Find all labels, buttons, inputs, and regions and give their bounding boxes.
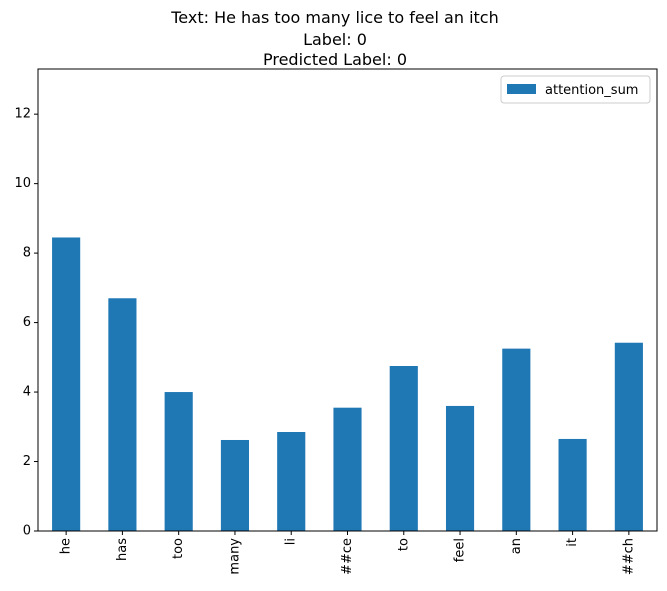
legend: attention_sum: [500, 75, 651, 104]
y-tick-label: 4: [23, 385, 31, 400]
legend-box: [500, 75, 651, 104]
title-line-3: Predicted Label: 0: [263, 50, 407, 69]
bars-layer: [52, 237, 643, 531]
bar-##ch: [614, 342, 643, 531]
x-tick-label: ##ce: [340, 538, 355, 575]
chart-title: Text: He has too many lice to feel an it…: [170, 8, 499, 69]
legend-label: attention_sum: [545, 83, 638, 98]
y-tick-label: 12: [14, 107, 31, 122]
y-tick-label: 10: [14, 176, 31, 191]
x-tick-label: feel: [453, 538, 468, 562]
y-tick-label: 0: [23, 524, 31, 539]
title-line-1: Text: He has too many lice to feel an it…: [170, 8, 499, 27]
x-tick-label: it: [565, 538, 580, 547]
bar-to: [389, 366, 418, 531]
y-tick-label: 8: [23, 246, 31, 261]
x-tick-label: has: [115, 538, 130, 561]
bar-feel: [445, 405, 475, 531]
bar-an: [502, 348, 531, 531]
x-tick-label: too: [171, 538, 186, 559]
x-tick-label: an: [509, 538, 524, 554]
bar-has: [108, 298, 137, 531]
bar-many: [220, 439, 250, 531]
y-tick-label: 2: [23, 454, 31, 469]
legend-swatch: [507, 84, 536, 94]
title-line-2: Label: 0: [303, 30, 367, 49]
bar-li: [277, 432, 306, 531]
y-axis: 0 2 4 6 8 10 12: [14, 107, 38, 539]
x-axis: he has too many li ##ce to feel an it ##ch: [59, 531, 636, 575]
x-tick-label: li: [284, 538, 299, 545]
bar-it: [558, 438, 587, 531]
x-tick-label: he: [59, 538, 74, 554]
y-tick-label: 6: [23, 315, 31, 330]
bar-##ce: [333, 407, 362, 531]
x-tick-label: ##ch: [621, 538, 636, 575]
plot-frame: [37, 68, 658, 532]
bar-he: [52, 237, 81, 531]
x-tick-label: to: [396, 538, 411, 551]
x-tick-label: many: [227, 538, 242, 575]
bar-too: [164, 392, 193, 531]
